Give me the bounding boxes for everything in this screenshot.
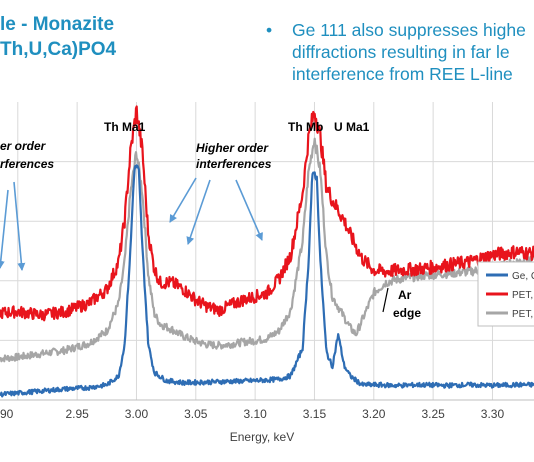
bullet-line-3: interference from REE L-line	[292, 64, 513, 84]
legend-label-pet-c: PET, C	[512, 290, 534, 301]
higher-order-mid-line-2: interferences	[196, 157, 272, 171]
ar-label: Ar	[398, 288, 412, 302]
th-ma1-label: Th Ma1	[104, 120, 146, 134]
u-ma1-label: U Ma1	[334, 120, 370, 134]
higher-order-left-line-1: er order	[0, 139, 47, 153]
series-line-2	[0, 137, 534, 363]
x-tick-label: 3.15	[303, 407, 327, 421]
bullet-line-2: diffractions resulting in far le	[292, 42, 510, 62]
series-line-0	[0, 164, 534, 398]
ar-edge-pointer	[382, 287, 389, 313]
legend: Ge, C PET, C PET, F	[477, 261, 534, 327]
bullet-dot-icon: •	[266, 20, 273, 40]
x-tick-label: 3.25	[421, 407, 445, 421]
x-tick-label: 3.20	[362, 407, 386, 421]
annotation-arrow	[13, 181, 26, 271]
legend-label-pet-f: PET, F	[512, 309, 534, 320]
legend-label-ge: Ge, C	[512, 271, 534, 282]
annotation-arrow	[235, 179, 263, 241]
th-mb-label: Th Mb	[288, 120, 323, 134]
series-line-1	[0, 105, 534, 322]
x-tick-label: 3.30	[481, 407, 505, 421]
annotation-arrow	[0, 189, 9, 269]
ar-edge-label: edge	[393, 306, 421, 320]
annotation-arrow	[186, 179, 211, 245]
slide-title-line-1: le - Monazite	[0, 14, 115, 35]
slide-title: le - Monazite Th,U,Ca)PO4	[0, 12, 116, 62]
x-tick-label: 3.10	[243, 407, 267, 421]
higher-order-left-line-2: rferences	[0, 157, 54, 171]
x-tick-label: 90	[0, 407, 14, 421]
x-tick-label: 3.05	[184, 407, 208, 421]
x-tick-label: 2.95	[65, 407, 89, 421]
x-axis-label: Energy, keV	[230, 430, 294, 444]
slide-title-line-2: Th,U,Ca)PO4	[0, 39, 117, 60]
annotation-arrow	[169, 177, 197, 223]
bullet-line-1: Ge 111 also suppresses highe	[292, 20, 526, 40]
higher-order-mid-line-1: Higher order	[196, 141, 269, 155]
x-tick-label: 3.00	[125, 407, 149, 421]
